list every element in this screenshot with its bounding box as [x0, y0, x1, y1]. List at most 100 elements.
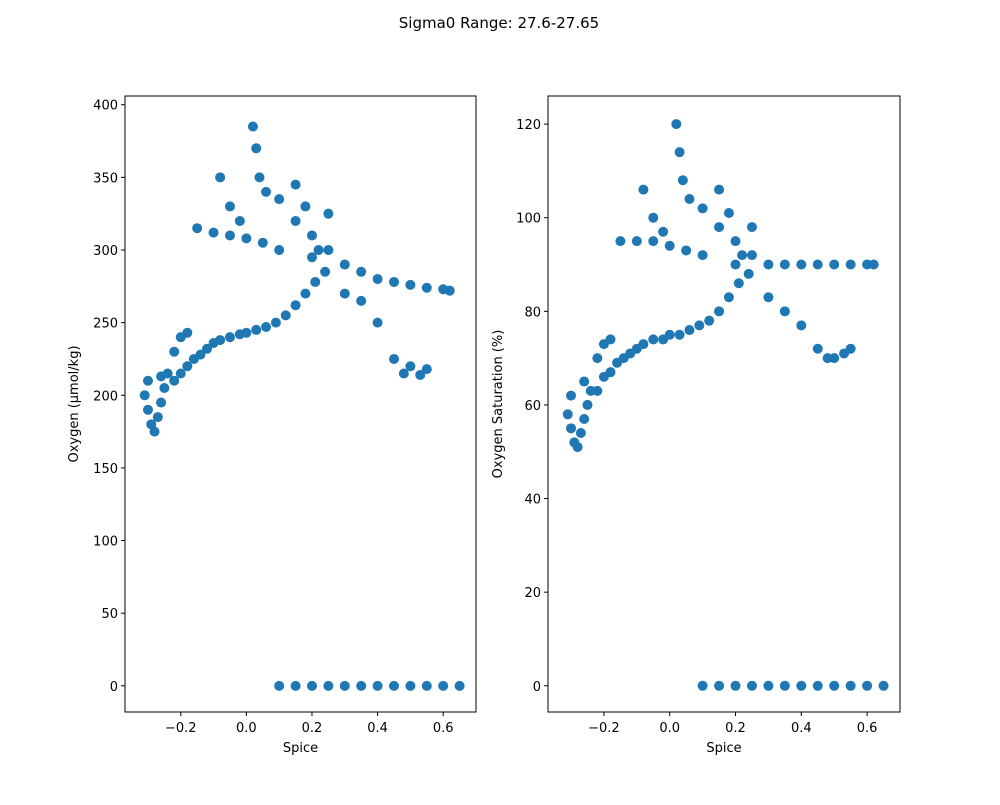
x-axis-label: Spice [706, 741, 741, 756]
data-point [605, 367, 616, 378]
data-point [575, 428, 586, 439]
data-point [320, 266, 331, 277]
x-tick-label: 0.2 [302, 721, 323, 736]
data-point [714, 184, 725, 195]
data-point [648, 212, 659, 223]
data-point [274, 245, 285, 255]
data-point [372, 274, 383, 285]
y-tick-label: 350 [93, 171, 118, 186]
data-point [658, 226, 669, 237]
data-point [257, 237, 268, 248]
data-point [149, 426, 160, 437]
axes-frame [124, 95, 477, 713]
x-tick-label: −0.2 [165, 721, 197, 736]
data-point [779, 306, 790, 317]
data-point [169, 375, 180, 386]
data-point [215, 172, 226, 183]
data-point [388, 680, 399, 691]
data-point [438, 680, 449, 691]
data-point [868, 259, 879, 270]
data-point [356, 266, 367, 277]
data-point [746, 250, 757, 261]
data-point [779, 680, 790, 691]
y-tick-label: 0 [533, 680, 541, 695]
data-points [139, 121, 465, 691]
data-point [182, 327, 193, 338]
data-point [694, 320, 705, 331]
data-point [251, 143, 262, 154]
data-point [812, 343, 823, 354]
data-point [562, 409, 573, 420]
x-tick-label: 0.6 [857, 721, 878, 736]
data-point [444, 285, 455, 296]
y-tick-label: 20 [524, 586, 541, 601]
data-point [664, 240, 675, 251]
data-point [192, 223, 203, 234]
data-point [247, 121, 258, 132]
data-point [671, 119, 682, 130]
data-point [723, 292, 734, 303]
data-point [674, 147, 685, 158]
data-point [290, 179, 301, 190]
data-point [723, 208, 734, 219]
y-tick-label: 400 [93, 99, 118, 114]
y-tick-label: 80 [524, 305, 541, 320]
data-point [415, 369, 426, 380]
data-point [746, 222, 757, 233]
data-point [323, 208, 334, 219]
data-point [142, 375, 153, 386]
data-point [195, 349, 206, 360]
data-point [169, 346, 180, 357]
data-point [139, 390, 150, 401]
y-tick-label: 200 [93, 389, 118, 404]
y-tick-label: 120 [516, 118, 541, 133]
y-tick-label: 300 [93, 244, 118, 259]
data-point [763, 292, 774, 303]
data-point [421, 282, 432, 293]
data-point [372, 317, 383, 328]
data-point [310, 276, 321, 287]
data-point [681, 245, 692, 256]
data-point [697, 250, 708, 261]
data-point [638, 184, 649, 195]
data-point [812, 680, 823, 691]
y-tick-label: 50 [101, 607, 118, 622]
data-point [356, 295, 367, 306]
data-point [241, 233, 252, 244]
data-point [704, 315, 715, 326]
data-point [763, 680, 774, 691]
data-point [677, 175, 688, 186]
data-point [405, 361, 416, 372]
y-axis-label: Oxygen Saturation (%) [491, 330, 506, 479]
data-point [421, 680, 432, 691]
x-tick-label: 0.2 [725, 721, 746, 736]
data-point [323, 245, 334, 255]
data-point [822, 353, 833, 364]
data-point [300, 288, 311, 299]
data-point [224, 332, 235, 343]
data-point [648, 334, 659, 345]
data-point [270, 317, 281, 328]
data-point [714, 222, 725, 233]
data-point [605, 334, 616, 345]
data-point [313, 245, 324, 255]
data-point [405, 279, 416, 290]
scatter-panel-1: −0.2 0.0 0.2 0.4 0.6 0 50 100 150 200 250 300 350 400… [67, 95, 477, 756]
data-point [290, 300, 301, 311]
data-point [156, 397, 167, 408]
data-point [615, 236, 626, 247]
data-point [592, 353, 603, 364]
data-point [421, 364, 432, 375]
scatter-panel-2: −0.2 0.0 0.2 0.4 0.6 0 20 40 60 80 100 120 Spice Oxyg… [491, 95, 901, 756]
data-point [845, 680, 856, 691]
x-tick-label: −0.2 [588, 721, 620, 736]
y-tick-label: 150 [93, 462, 118, 477]
data-point [215, 335, 226, 346]
data-point [182, 361, 193, 372]
data-point [339, 680, 350, 691]
data-point [274, 194, 285, 205]
data-point [241, 327, 252, 338]
x-axis-label: Spice [283, 741, 318, 756]
data-point [730, 680, 741, 691]
data-point [290, 215, 301, 226]
